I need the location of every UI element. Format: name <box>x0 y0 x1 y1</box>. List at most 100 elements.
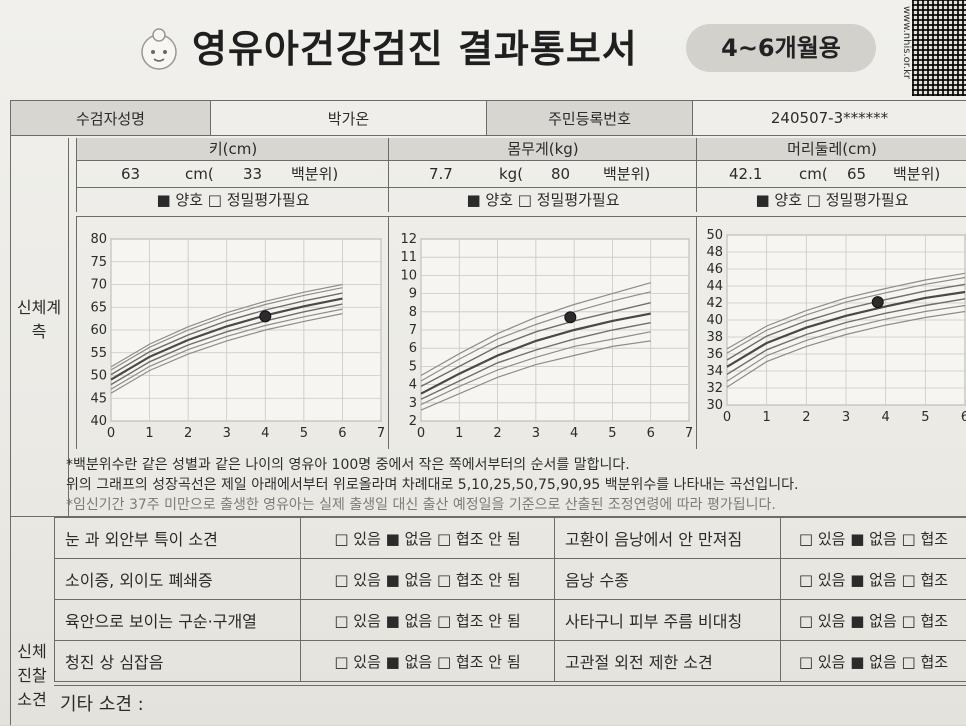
x-tick-label: 1 <box>145 426 153 441</box>
height-label: 키(cm) <box>77 138 389 161</box>
weight-value: 7.7 <box>429 161 453 187</box>
finding-options: □ 있음 ■ 없음 □ 협조 <box>781 518 966 559</box>
finding-label: 사타구니 피부 주름 비대칭 <box>555 600 781 641</box>
name-label: 수검자성명 <box>11 101 211 136</box>
y-tick-label: 40 <box>90 414 107 429</box>
head-circ-value-row: 42.1 cm( 65 백분위) <box>697 161 966 188</box>
x-tick-label: 4 <box>570 426 578 441</box>
y-tick-label: 75 <box>90 255 107 270</box>
baby-mascot-icon <box>136 22 182 72</box>
weight-unit: kg( <box>499 161 523 187</box>
body-measure-side-label: 신체계측 <box>10 296 68 344</box>
x-tick-label: 7 <box>377 426 385 441</box>
note-corrected-age: *임신기간 37주 미만으로 출생한 영유아는 실제 출생일 대신 출산 예정일… <box>66 494 776 514</box>
x-tick-label: 6 <box>338 426 346 441</box>
x-tick-label: 6 <box>647 426 655 441</box>
y-tick-label: 80 <box>90 232 107 247</box>
age-range-badge: 4~6개월용 <box>686 24 876 72</box>
y-tick-label: 2 <box>409 414 417 429</box>
y-tick-label: 65 <box>90 300 107 315</box>
y-tick-label: 60 <box>90 323 107 338</box>
head-circ-percentile-label: 백분위) <box>893 161 940 187</box>
finding-label: 음낭 수종 <box>555 559 781 600</box>
x-tick-label: 2 <box>493 426 501 441</box>
x-tick-label: 3 <box>223 426 231 441</box>
weight-status: ■ 양호 □ 정밀평가필요 <box>389 188 697 212</box>
height-value-row: 63 cm( 33 백분위) <box>77 161 389 188</box>
note-percentile-definition: *백분위수란 같은 성별과 같은 나이의 영유아 100명 중에서 작은 쪽에서… <box>66 454 630 474</box>
note-curve-explanation: 위의 그래프의 성장곡선은 제일 아래에서부터 위로올라며 차례대로 5,10,… <box>66 474 798 494</box>
y-tick-label: 8 <box>409 305 417 320</box>
x-tick-label: 4 <box>882 410 890 425</box>
finding-label: 육안으로 보이는 구순·구개열 <box>55 600 301 641</box>
head-circ-status: ■ 양호 □ 정밀평가필요 <box>697 188 966 212</box>
y-tick-label: 50 <box>706 228 723 243</box>
x-tick-label: 5 <box>921 410 929 425</box>
measurement-point <box>565 312 576 323</box>
finding-label: 소이증, 외이도 폐쇄증 <box>55 559 301 600</box>
finding-options: □ 있음 ■ 없음 □ 협조 안 됨 <box>301 518 555 559</box>
other-findings-label: 기타 소견 : <box>60 694 144 715</box>
y-tick-label: 36 <box>706 347 723 362</box>
head-measure-block: 머리둘레(cm) 42.1 cm( 65 백분위) ■ 양호 □ 정밀평가필요 <box>696 138 966 212</box>
y-tick-label: 45 <box>90 391 107 406</box>
weight-measure-block: 몸무게(kg) 7.7 kg( 80 백분위) ■ 양호 □ 정밀평가필요 <box>388 138 697 212</box>
y-tick-label: 32 <box>706 381 723 396</box>
y-tick-label: 4 <box>409 378 417 393</box>
x-tick-label: 1 <box>763 410 771 425</box>
head-circ-value: 42.1 <box>729 161 762 187</box>
x-tick-label: 1 <box>455 426 463 441</box>
finding-label: 고환이 음낭에서 안 만져짐 <box>555 518 781 559</box>
height-value: 63 <box>121 161 140 187</box>
finding-label: 청진 상 심잡음 <box>55 641 301 682</box>
finding-label: 고관절 외전 제한 소견 <box>555 641 781 682</box>
x-tick-label: 7 <box>685 426 693 441</box>
x-tick-label: 2 <box>802 410 810 425</box>
form-header: 영유아건강검진 결과통보서 4~6개월용 www.nhis.or.kr <box>0 0 966 96</box>
head-circ-percentile: 65 <box>847 161 866 187</box>
y-tick-label: 48 <box>706 245 723 260</box>
weight-value-row: 7.7 kg( 80 백분위) <box>389 161 697 188</box>
nhis-url: www.nhis.or.kr <box>892 6 912 98</box>
head-circ-unit: cm( <box>799 161 828 187</box>
finding-options: □ 있음 ■ 없음 □ 협조 안 됨 <box>301 641 555 682</box>
resident-id-label: 주민등록번호 <box>487 101 693 136</box>
resident-id-value: 240507-3****** <box>693 101 966 136</box>
y-tick-label: 42 <box>706 296 723 311</box>
qr-code-icon <box>912 0 966 96</box>
y-tick-label: 30 <box>706 398 723 413</box>
exam-side-label: 신체진찰소견 <box>10 640 54 712</box>
other-findings-row: 기타 소견 : <box>54 685 966 726</box>
y-tick-label: 7 <box>409 323 417 338</box>
weight-label: 몸무게(kg) <box>389 138 697 161</box>
finding-options: □ 있음 ■ 없음 □ 협조 <box>781 600 966 641</box>
height-percentile-label: 백분위) <box>291 161 338 187</box>
y-tick-label: 9 <box>409 287 417 302</box>
y-tick-label: 46 <box>706 262 723 277</box>
measurement-point <box>260 311 271 322</box>
name-value: 박가온 <box>211 101 487 136</box>
height-measure-block: 키(cm) 63 cm( 33 백분위) ■ 양호 □ 정밀평가필요 <box>76 138 389 212</box>
x-tick-label: 3 <box>842 410 850 425</box>
y-tick-label: 5 <box>409 359 417 374</box>
x-tick-label: 2 <box>184 426 192 441</box>
x-tick-label: 5 <box>300 426 308 441</box>
y-tick-label: 55 <box>90 346 107 361</box>
y-tick-label: 50 <box>90 369 107 384</box>
height-percentile: 33 <box>243 161 262 187</box>
head-circ-label: 머리둘레(cm) <box>697 138 966 161</box>
y-tick-label: 70 <box>90 278 107 293</box>
x-tick-label: 5 <box>608 426 616 441</box>
finding-options: □ 있음 ■ 없음 □ 협조 안 됨 <box>301 559 555 600</box>
measurement-point <box>872 297 883 308</box>
form-left-border <box>10 100 11 725</box>
y-tick-label: 10 <box>400 268 417 283</box>
